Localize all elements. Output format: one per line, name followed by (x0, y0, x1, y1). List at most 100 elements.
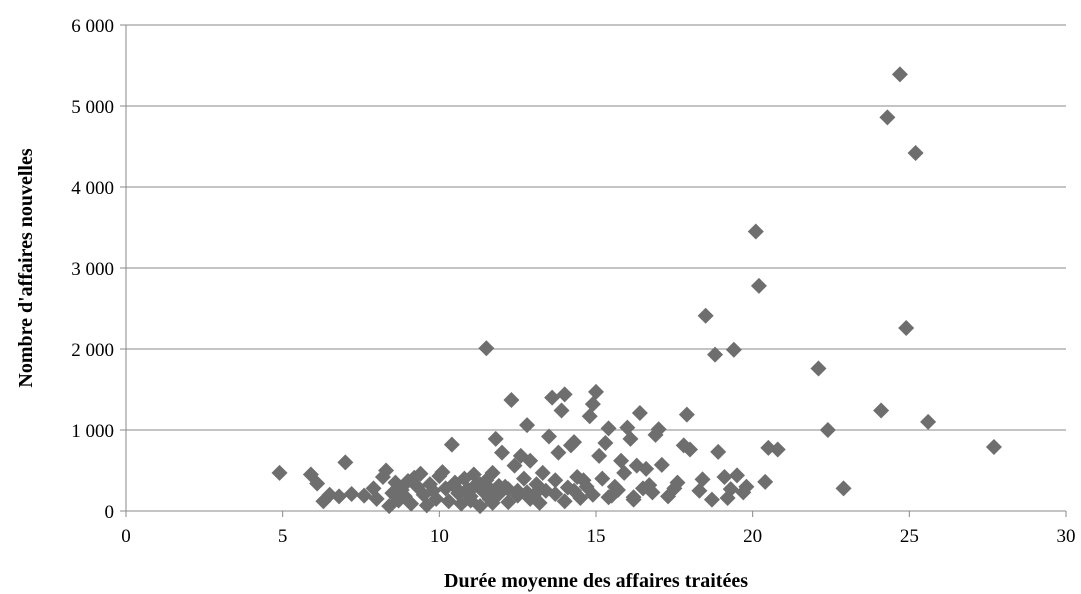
data-point (440, 493, 457, 510)
y-tick-label: 6 000 (71, 16, 114, 37)
y-tick-label: 1 000 (71, 421, 114, 442)
data-point (547, 472, 564, 489)
data-point (835, 480, 852, 497)
data-point (556, 386, 573, 403)
data-point (503, 392, 520, 409)
data-point (638, 460, 655, 477)
data-point (703, 491, 720, 508)
data-point (716, 468, 733, 485)
data-point (622, 430, 639, 447)
data-point (819, 422, 836, 438)
data-point (478, 340, 495, 357)
data-point (434, 464, 451, 481)
data-point (581, 408, 598, 425)
data-point (625, 491, 642, 508)
data-point (331, 488, 348, 505)
x-axis-title: Durée moyenne des affaires traitées (444, 570, 748, 592)
data-point (920, 413, 937, 430)
data-point (644, 484, 661, 501)
data-point (719, 490, 736, 507)
data-point (616, 464, 633, 481)
data-point (691, 482, 708, 499)
data-point (556, 493, 573, 510)
data-point (650, 421, 667, 438)
x-tick-label: 5 (278, 526, 288, 547)
x-tick-label: 20 (743, 526, 762, 547)
data-point (600, 489, 617, 506)
data-point (487, 430, 504, 447)
data-point (550, 444, 567, 461)
data-point (403, 495, 420, 512)
data-point (750, 277, 767, 294)
data-point (378, 462, 395, 479)
data-point (769, 441, 786, 458)
data-point (544, 389, 561, 406)
data-point (613, 452, 630, 469)
data-point (694, 471, 711, 488)
data-point (898, 319, 915, 336)
data-point (412, 465, 429, 482)
data-point (738, 478, 755, 495)
data-point (725, 341, 742, 358)
y-tick-label: 3 000 (71, 259, 114, 280)
x-tick-label: 10 (430, 526, 449, 547)
data-point (697, 307, 714, 324)
data-point (600, 420, 617, 437)
data-point (541, 428, 557, 445)
data-points (271, 66, 1002, 515)
data-point (879, 109, 896, 126)
data-point (271, 464, 288, 481)
data-point (619, 419, 636, 436)
data-point (584, 396, 601, 413)
data-point (484, 494, 501, 511)
data-point (494, 444, 510, 461)
data-point (729, 467, 745, 484)
data-point (678, 406, 695, 423)
data-point (356, 487, 373, 504)
x-tick-label: 30 (1057, 526, 1076, 547)
gridlines (126, 24, 1066, 431)
data-point (757, 473, 774, 490)
data-point (566, 434, 583, 451)
data-point (873, 402, 890, 419)
data-point (669, 474, 686, 491)
data-point (462, 492, 479, 509)
data-point (710, 443, 727, 460)
data-point (584, 486, 601, 503)
data-point (428, 490, 445, 507)
data-point (631, 404, 648, 421)
data-point (682, 441, 698, 458)
y-tick-label: 5 000 (71, 97, 114, 118)
data-point (534, 464, 551, 481)
data-point (591, 447, 608, 464)
data-point (337, 454, 354, 471)
y-tick-label: 2 000 (71, 340, 114, 361)
data-point (547, 485, 564, 502)
y-axis-title: Nombre d'affaires nouvelles (15, 148, 37, 387)
data-point (653, 456, 670, 473)
data-point (443, 436, 460, 453)
data-point (609, 481, 626, 498)
data-point (531, 481, 548, 498)
x-tick-label: 0 (121, 526, 131, 547)
x-tick-label: 15 (587, 526, 606, 547)
axes (120, 24, 1067, 517)
tick-labels: 0 1 000 2 000 3 000 4 000 5 000 6 000 0 5 10 15 20 2… (71, 16, 1075, 547)
data-point (522, 452, 539, 469)
data-point (519, 417, 536, 434)
data-point (891, 66, 908, 83)
data-point (985, 439, 1002, 456)
data-point (907, 144, 924, 161)
data-point (368, 490, 385, 507)
y-tick-label: 4 000 (71, 178, 114, 199)
data-point (594, 470, 611, 487)
data-point (747, 223, 764, 240)
y-tick-label: 0 (105, 502, 115, 523)
data-point (515, 470, 532, 487)
data-point (309, 475, 326, 492)
data-point (588, 383, 604, 400)
data-point (597, 434, 614, 451)
data-point (343, 485, 360, 502)
data-point (553, 402, 570, 419)
